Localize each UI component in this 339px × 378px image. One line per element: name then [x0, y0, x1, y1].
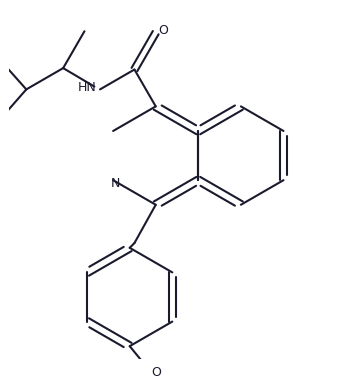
Text: O: O — [158, 24, 168, 37]
Text: O: O — [151, 366, 161, 378]
Text: N: N — [110, 177, 120, 189]
Text: HN: HN — [77, 81, 96, 94]
